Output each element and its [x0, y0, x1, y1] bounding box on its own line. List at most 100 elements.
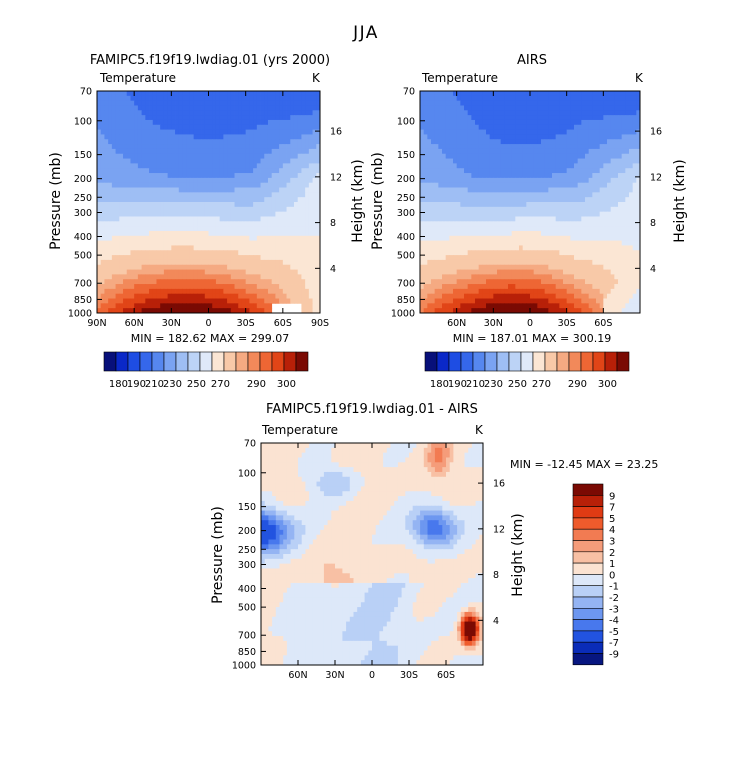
obs-cell — [522, 139, 527, 145]
obs-cell — [552, 148, 557, 155]
obs-cell — [577, 95, 582, 102]
obs-cell — [519, 124, 524, 131]
obs-cell — [530, 202, 535, 208]
model-cell — [182, 264, 187, 270]
model-cell — [282, 163, 287, 169]
obs-cell — [511, 153, 516, 159]
obs-cell — [471, 124, 476, 131]
model-cell — [163, 245, 169, 251]
model-cell — [111, 303, 116, 309]
model-cell — [130, 110, 135, 116]
model-cell — [186, 269, 191, 275]
model-cell — [123, 284, 128, 290]
model-cell — [279, 269, 284, 275]
obs-cell — [500, 221, 505, 227]
model-cell — [189, 119, 195, 126]
model-cell — [97, 298, 102, 304]
model-cell — [134, 105, 139, 111]
model-cell — [175, 308, 180, 314]
obs-cell — [636, 144, 641, 150]
obs-cell — [588, 129, 593, 135]
obs-cell — [636, 226, 641, 232]
obs-cell — [515, 158, 520, 164]
obs-cell — [607, 110, 612, 116]
model-cell — [126, 139, 131, 145]
model-cell — [149, 298, 154, 304]
model-cell — [108, 230, 113, 237]
model-cell — [204, 259, 209, 266]
model-cell — [104, 284, 109, 290]
model-cell — [201, 230, 206, 237]
model-cell — [227, 105, 232, 111]
obs-cell — [629, 226, 634, 232]
model-cell — [297, 182, 302, 188]
model-cell — [163, 100, 169, 106]
model-cell — [212, 197, 217, 203]
obs-cell — [603, 226, 608, 232]
model-cell — [189, 298, 195, 304]
model-cell — [163, 274, 169, 280]
model-cell — [201, 293, 206, 299]
model-cell — [271, 144, 276, 150]
obs-cell — [449, 187, 454, 193]
model-cell — [293, 177, 299, 184]
obs-cell — [574, 95, 579, 102]
model-cell — [238, 308, 243, 314]
model-cell — [134, 124, 139, 131]
obs-cell — [603, 202, 608, 208]
model-cell — [312, 119, 317, 126]
model-cell — [123, 95, 128, 102]
model-cell — [297, 293, 302, 299]
model-cell — [297, 153, 302, 159]
model-cell — [111, 100, 116, 106]
model-cell — [178, 226, 183, 232]
obs-cell — [592, 250, 597, 256]
model-cell — [178, 279, 183, 285]
obs-cell — [596, 139, 601, 145]
obs-cell — [585, 202, 590, 208]
obs-cell — [486, 110, 491, 116]
model-cell — [260, 303, 265, 309]
model-cell — [160, 124, 165, 131]
model-cell — [290, 110, 295, 116]
obs-cell — [530, 177, 535, 184]
model-cell — [301, 250, 306, 256]
obs-cell — [522, 226, 527, 232]
obs-cell — [489, 153, 494, 159]
model-cell — [171, 148, 176, 155]
model-cell — [145, 288, 150, 295]
obs-cell — [599, 110, 604, 116]
model-cell — [282, 269, 287, 275]
model-cell — [264, 259, 269, 266]
obs-cell — [438, 148, 443, 155]
model-cell — [293, 269, 299, 275]
obs-cell — [431, 139, 436, 145]
obs-cell — [621, 134, 626, 140]
obs-cell — [574, 134, 579, 140]
obs-cell — [471, 144, 476, 150]
model-cell — [204, 134, 209, 140]
obs-cell — [541, 129, 546, 135]
model-cell — [308, 255, 313, 261]
model-cell — [145, 303, 150, 309]
model-cell — [137, 153, 142, 159]
model-cell — [208, 308, 213, 314]
model-cell — [256, 274, 261, 280]
model-cell — [230, 110, 235, 116]
model-cell — [100, 129, 105, 135]
obs-cell — [431, 177, 436, 184]
obs-cell — [596, 187, 601, 193]
model-cell — [137, 293, 142, 299]
obs-cell — [489, 95, 494, 102]
obs-cell — [442, 168, 447, 174]
obs-cell — [559, 158, 564, 164]
obs-cell — [599, 153, 604, 159]
obs-cell — [621, 245, 626, 251]
model-cell — [130, 206, 135, 213]
model-cell — [245, 293, 250, 299]
model-cell — [197, 119, 202, 126]
model-cell — [227, 303, 232, 309]
obs-cell — [493, 105, 498, 111]
model-cell — [193, 284, 198, 290]
obs-cell — [603, 211, 608, 217]
